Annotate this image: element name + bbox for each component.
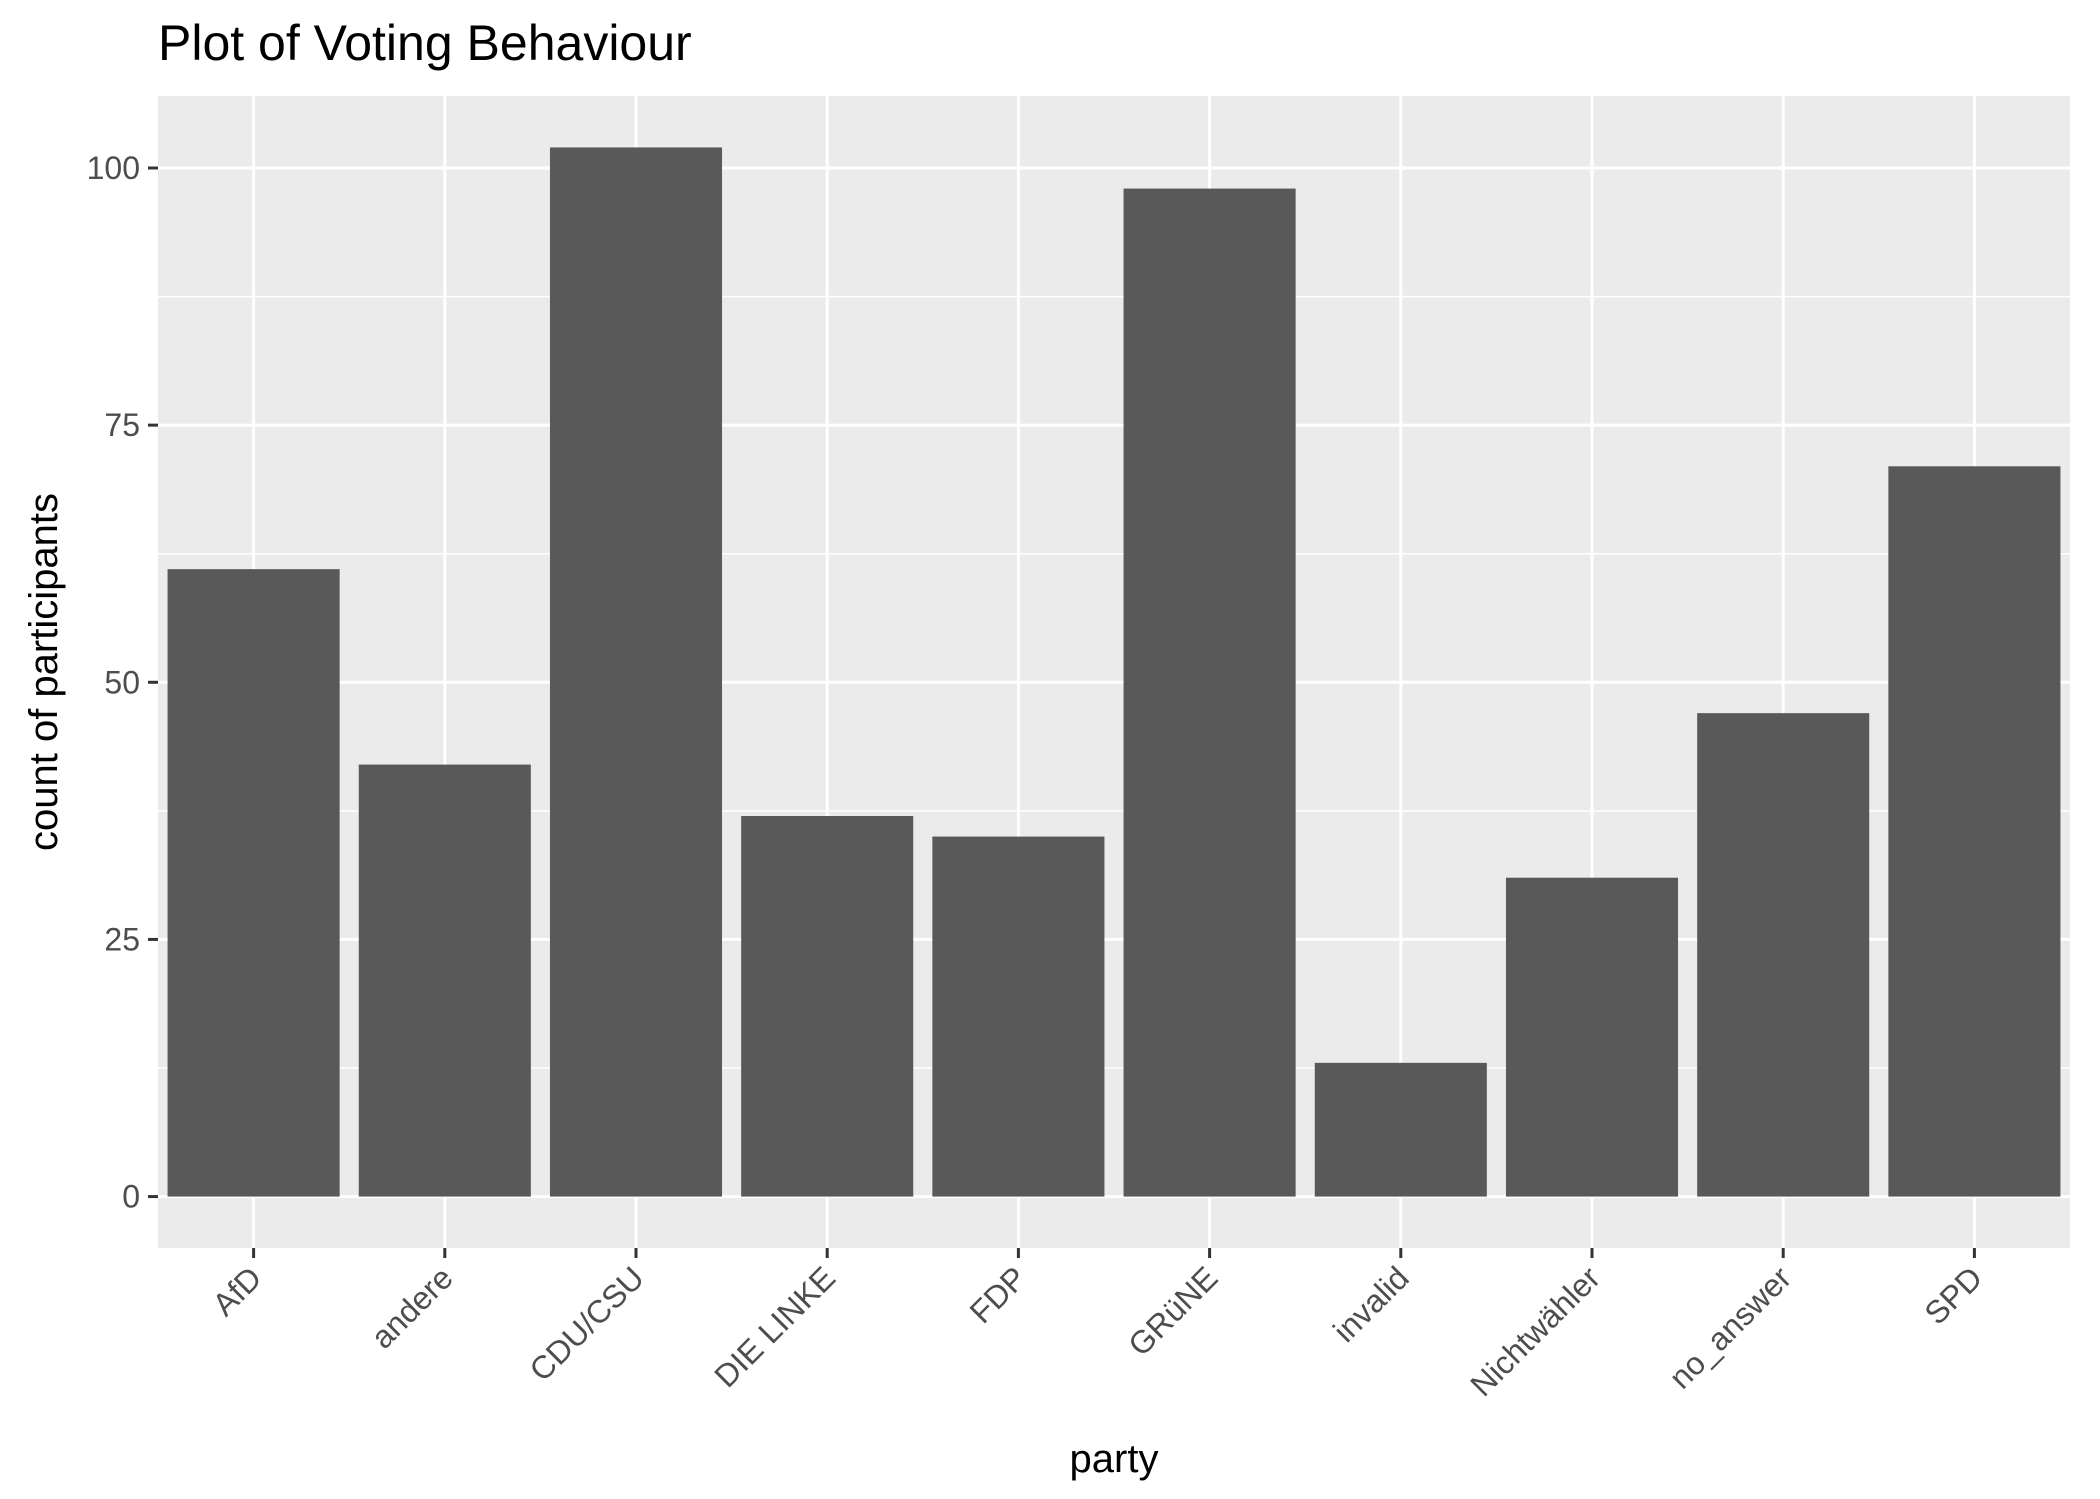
- x-axis: AfD andere CDU/CSU DIE LINKE FDP GRüNE invalid…: [205, 1248, 1989, 1403]
- y-tick-label: 50: [104, 664, 140, 700]
- x-tick-label: AfD: [205, 1259, 268, 1322]
- chart-title: Plot of Voting Behaviour: [158, 15, 692, 71]
- bar: [549, 147, 723, 1197]
- bar: [1314, 1062, 1487, 1197]
- y-tick-label: 0: [122, 1179, 140, 1215]
- x-axis-title: party: [1070, 1437, 1159, 1481]
- bar: [1888, 466, 2061, 1197]
- bar: [167, 569, 340, 1197]
- y-tick-label: 75: [104, 407, 140, 443]
- y-tick-label: 100: [87, 150, 140, 186]
- x-tick-label: Nichtwähler: [1463, 1259, 1607, 1403]
- bar: [1123, 188, 1296, 1197]
- y-axis: 0 25 50 75 100: [87, 150, 158, 1215]
- bar: [932, 836, 1105, 1197]
- bar: [741, 816, 914, 1197]
- bar: [358, 764, 531, 1197]
- bar: [1505, 877, 1679, 1197]
- bars: [167, 147, 2061, 1197]
- y-axis-title: count of participants: [22, 493, 66, 851]
- x-tick-label: GRüNE: [1121, 1259, 1224, 1362]
- x-tick-label: CDU/CSU: [522, 1259, 651, 1388]
- bar: [1697, 713, 1870, 1197]
- x-tick-label: andere: [364, 1259, 460, 1355]
- x-tick-label: DIE LINKE: [707, 1259, 842, 1394]
- x-tick-label: invalid: [1326, 1259, 1416, 1349]
- x-tick-label: SPD: [1917, 1259, 1989, 1331]
- y-tick-label: 25: [104, 921, 140, 957]
- x-tick-label: no_answer: [1662, 1259, 1798, 1395]
- x-tick-label: FDP: [963, 1259, 1034, 1330]
